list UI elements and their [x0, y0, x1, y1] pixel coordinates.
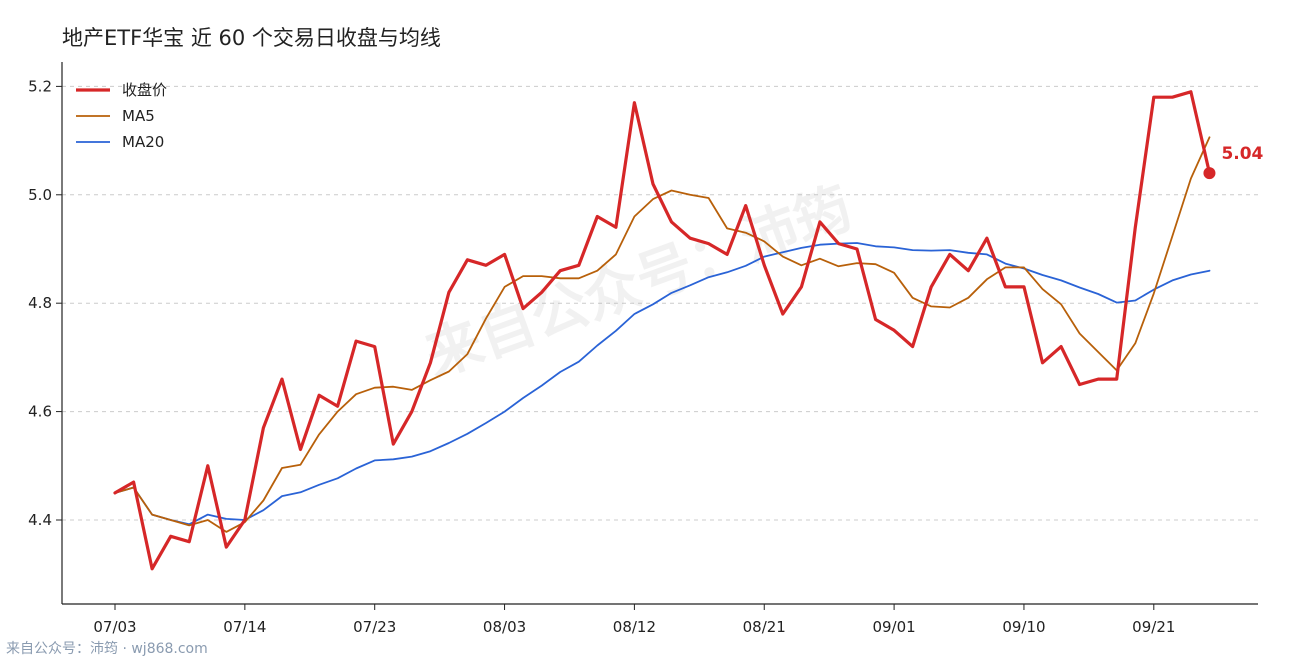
y-tick-label: 5.2 [28, 77, 52, 95]
chart-title: 地产ETF华宝 近 60 个交易日收盘与均线 [62, 26, 441, 50]
x-tick-label: 07/14 [223, 618, 266, 636]
x-tick-label: 09/21 [1132, 618, 1175, 636]
y-tick-label: 4.4 [28, 511, 52, 529]
legend: 收盘价 MA5 MA20 [76, 81, 167, 151]
x-tick-label: 07/23 [353, 618, 396, 636]
legend-label: 收盘价 [122, 81, 167, 99]
x-axis-ticks: 07/03 07/14 07/23 08/03 08/12 08/21 09/01 09/10… [93, 604, 1175, 636]
x-tick-label: 08/12 [613, 618, 656, 636]
x-tick-label: 08/03 [483, 618, 526, 636]
legend-label: MA20 [122, 133, 164, 151]
series-line-ma5 [114, 136, 1211, 533]
x-tick-label: 08/21 [743, 618, 786, 636]
last-close-marker [1203, 167, 1216, 180]
annotations: 5.04 [1203, 144, 1264, 180]
series-line-close [113, 90, 1212, 571]
x-tick-label: 07/03 [93, 618, 136, 636]
y-tick-label: 4.6 [28, 403, 52, 421]
x-tick-label: 09/01 [872, 618, 915, 636]
y-tick-label: 5.0 [28, 186, 52, 204]
footer-credit: 来自公众号：沛筠 · wj868.com [6, 641, 208, 657]
x-tick-label: 09/10 [1002, 618, 1045, 636]
series-lines [113, 90, 1212, 571]
y-axis-ticks: 4.4 4.6 4.8 5.0 5.2 [28, 77, 62, 529]
axes [61, 62, 1258, 605]
series-line-ma20 [114, 242, 1211, 526]
watermark-text: 来自公众号：沛筠 [417, 175, 860, 389]
legend-label: MA5 [122, 107, 155, 125]
last-close-label: 5.04 [1221, 144, 1263, 164]
y-tick-label: 4.8 [28, 294, 52, 312]
